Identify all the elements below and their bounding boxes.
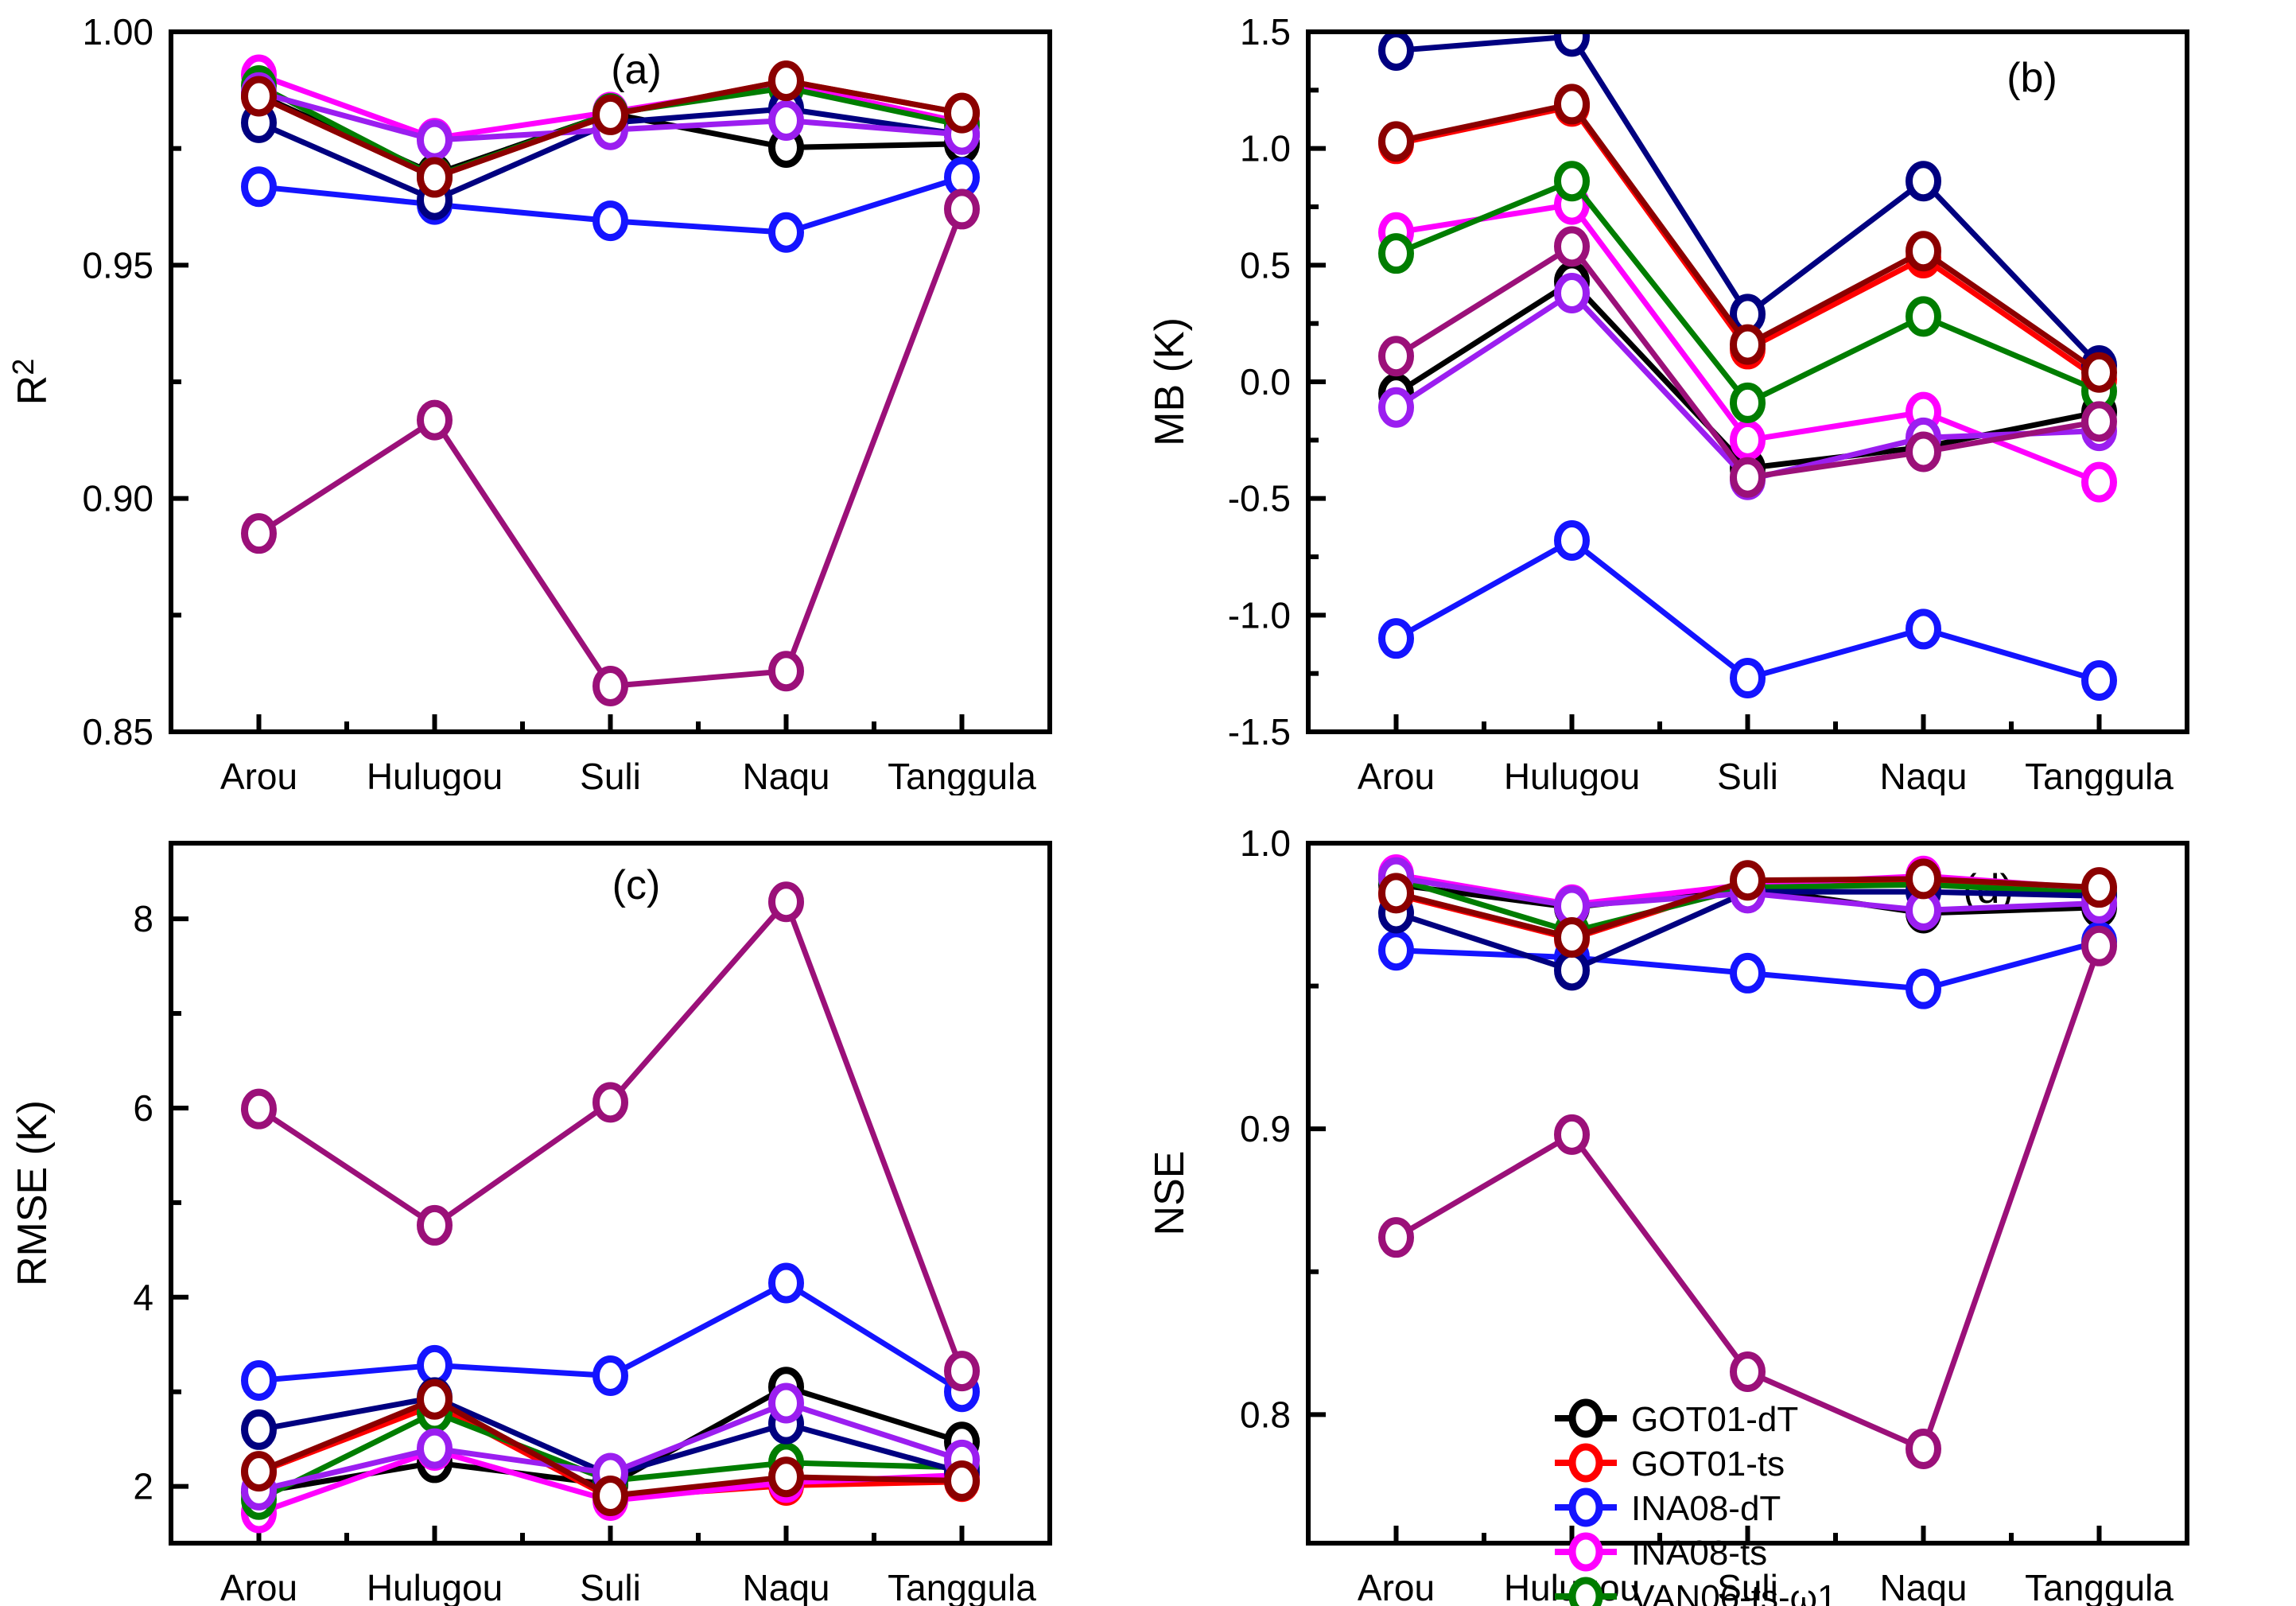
x-tick-label-naqu: Naqu [1880, 1567, 1968, 1606]
panel-tag: (b) [2007, 55, 2057, 101]
y-tick-label: 1.5 [1240, 11, 1291, 52]
legend-item[interactable]: INA08-dT [1555, 1487, 1781, 1528]
series-ina08-dt [1378, 921, 2117, 1009]
series-got09-dt-- [241, 1382, 980, 1511]
legend-label: GOT01-dT [1631, 1400, 1798, 1439]
y-tick-label: 0.0 [1240, 361, 1291, 402]
y-tick-label: -1.5 [1228, 711, 1291, 752]
x-tick-label-hulugou: Hulugou [367, 1567, 503, 1606]
y-tick-label: 0.90 [82, 478, 153, 519]
y-tick-label: 0.8 [1240, 1394, 1291, 1435]
x-tick-label-suli: Suli [1717, 756, 1778, 795]
legend-label: INA08-dT [1631, 1489, 1781, 1528]
y-tick-label: 6 [133, 1087, 153, 1129]
y-axis-label: R2 [7, 359, 56, 406]
series-got09-ts-- [241, 60, 980, 198]
y-tick-label: 0.5 [1240, 244, 1291, 286]
y-axis-label: RMSE (K) [10, 1100, 56, 1286]
panel-a-r2: 0.85 0.90 0.95 1.00 Arou Hulugou Suli Naqu Tangg… [0, 0, 1137, 795]
plot-frame [169, 841, 1052, 1546]
legend-item[interactable]: GOT01-dT [1555, 1398, 1798, 1439]
series-group [1378, 854, 2117, 1469]
series-got09-ts-- [241, 1379, 980, 1517]
x-axis-ticks: Arou Hulugou Suli Naqu Tanggula [220, 714, 1036, 795]
panel-tag: (a) [611, 47, 662, 93]
series-got09-ts-- [1378, 84, 2117, 393]
x-tick-label-tanggula: Tanggula [888, 756, 1036, 795]
x-tick-label-tanggula: Tanggula [2025, 756, 2174, 795]
panel-tag: (c) [612, 862, 661, 908]
y-tick-label: 1.0 [1240, 128, 1291, 169]
x-tick-label-arou: Arou [220, 756, 297, 795]
x-tick-label-naqu: Naqu [743, 756, 830, 795]
y-tick-label: 0.85 [82, 711, 153, 752]
series-group [1378, 34, 2117, 701]
panel-c-rmse: 2 4 6 8 Arou Hulugou Suli Naqu Tanggula RMSE (K) (… [0, 811, 1137, 1606]
y-axis-ticks: 2 4 6 8 [133, 898, 188, 1507]
x-tick-label-suli: Suli [580, 756, 641, 795]
x-tick-label-hulugou: Hulugou [1504, 756, 1640, 795]
x-tick-label-arou: Arou [220, 1567, 297, 1606]
series-group [241, 54, 980, 707]
y-tick-label: 4 [133, 1277, 153, 1318]
x-tick-label-naqu: Naqu [1880, 756, 1968, 795]
y-axis-ticks: 0.8 0.9 1.0 [1240, 822, 1326, 1435]
series-got09-dt-ts [241, 881, 980, 1392]
series-ina08-dt [241, 1262, 980, 1413]
x-tick-label-hulugou: Hulugou [367, 756, 503, 795]
y-axis-label: NSE [1147, 1151, 1193, 1236]
x-tick-label-arou: Arou [1358, 756, 1435, 795]
x-tick-label-tanggula: Tanggula [888, 1567, 1036, 1606]
chart-canvas-b: -1.5 -1.0 -0.5 0.0 0.5 1.0 1.5 Arou Hulugou Suli N… [1147, 11, 2189, 795]
x-tick-label-suli: Suli [1717, 1567, 1778, 1606]
y-axis-ticks: -1.5 -1.0 -0.5 0.0 0.5 1.0 1.5 [1228, 11, 1326, 752]
legend-label: GOT01-ts [1631, 1445, 1785, 1484]
y-tick-label: -0.5 [1228, 478, 1291, 519]
x-axis-ticks: Arou Hulugou Suli Naqu Tanggula [1358, 714, 2174, 795]
series-got09-ts-- [1378, 858, 2117, 959]
y-tick-label: 0.95 [82, 244, 153, 286]
y-axis-label: MB (K) [1147, 317, 1193, 446]
legend: GOT01-dT GOT01-ts INA08-dT INA08-ts VAN06-ts… [1555, 1398, 1837, 1606]
series-van06-ts--1 [1378, 161, 2117, 423]
y-axis-ticks: 0.85 0.90 0.95 1.00 [82, 11, 188, 752]
series-got09-dt-ts [1378, 925, 2117, 1469]
chart-canvas-a: 0.85 0.90 0.95 1.00 Arou Hulugou Suli Naqu Tangg… [7, 11, 1052, 795]
series-ina08-dt [241, 157, 980, 253]
chart-canvas-c: 2 4 6 8 Arou Hulugou Suli Naqu Tanggula RMSE (K) (… [10, 841, 1052, 1606]
legend-item[interactable]: INA08-ts [1555, 1532, 1767, 1573]
y-tick-label: 8 [133, 898, 153, 939]
y-tick-label: 1.00 [82, 11, 153, 52]
series-got09-dt-ts [241, 189, 980, 707]
y-tick-label: 2 [133, 1466, 153, 1507]
legend-item[interactable]: VAN06-ts-ω1 [1555, 1577, 1837, 1606]
panel-d-nse: 0.80.91.0ArouHulugouSuliNaquTanggulaNSE(… [1137, 811, 2275, 1606]
series-ina08-dt [1378, 519, 2117, 701]
y-tick-label: 1.0 [1240, 822, 1291, 864]
x-axis-ticks: Arou Hulugou Suli Naqu Tanggula [220, 1526, 1036, 1606]
panel-b-mb: -1.5 -1.0 -0.5 0.0 0.5 1.0 1.5 Arou Hulugou Suli N… [1137, 0, 2275, 795]
legend-label: INA08-ts [1631, 1534, 1767, 1573]
series-group [241, 881, 980, 1534]
x-tick-label-suli: Suli [580, 1567, 641, 1606]
legend-label: VAN06-ts-ω1 [1631, 1578, 1837, 1606]
chart-canvas-d: 0.80.91.0ArouHulugouSuliNaquTanggulaNSE(… [1147, 822, 2189, 1606]
series-got09-dt-ts [1378, 226, 2117, 498]
y-tick-label: -1.0 [1228, 594, 1291, 636]
y-tick-label: 0.9 [1240, 1108, 1291, 1149]
legend-item[interactable]: GOT01-ts [1555, 1443, 1785, 1484]
x-tick-label-tanggula: Tanggula [2025, 1567, 2174, 1606]
x-tick-label-arou: Arou [1358, 1567, 1435, 1606]
x-tick-label-naqu: Naqu [743, 1567, 830, 1606]
